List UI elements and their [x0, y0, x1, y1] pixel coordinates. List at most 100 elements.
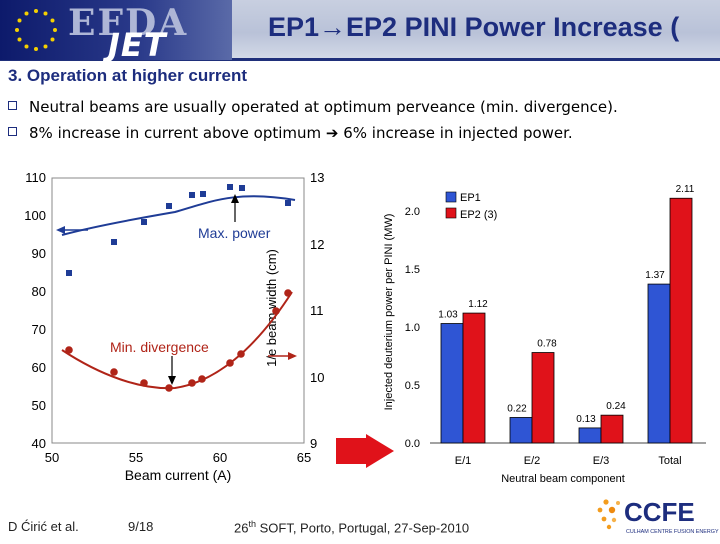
bar-category: E/1 — [455, 455, 472, 467]
bar-y-tick: 1.0 — [405, 322, 420, 334]
logo-efda-text: EFDA — [68, 2, 189, 44]
y-left-tick: 80 — [32, 284, 46, 299]
bar-ep1-3 — [647, 283, 671, 444]
big-red-arrow-icon — [336, 434, 394, 468]
ccfe-name: CCFE — [624, 497, 695, 527]
legend-swatch-ep1 — [445, 191, 457, 203]
bar-y-tick: 2.0 — [405, 206, 420, 218]
footer-author: D Ćirić et al. — [8, 519, 79, 534]
eu-stars-icon — [15, 9, 57, 51]
bar-value-label: 1.12 — [468, 299, 488, 310]
divergence-point — [237, 350, 245, 358]
logo-jet-text: JET — [108, 26, 167, 64]
y-right-tick: 11 — [310, 303, 324, 318]
y-right-tick: 13 — [310, 170, 324, 185]
slide-title: EP1→EP2 PINI Power Increase ( — [268, 12, 680, 42]
y-left-tick: 60 — [32, 360, 46, 375]
divergence-point — [284, 289, 292, 297]
bullet-1: Neutral beams are usually operated at op… — [8, 98, 618, 116]
ccfe-burst-icon — [597, 499, 620, 530]
bar-ep2-3-1 — [531, 352, 555, 444]
y-left-tick: 50 — [32, 398, 46, 413]
power-point — [227, 184, 233, 190]
y-left-tick: 100 — [24, 208, 46, 223]
divergence-point — [65, 346, 73, 354]
footer-page-number: 9/18 — [128, 519, 154, 534]
footer-event-text: SOFT, Porto, Portugal, 27-Sep-2010 — [255, 520, 470, 536]
y-left-tick: 40 — [32, 436, 46, 451]
y-right-tick: 9 — [310, 436, 317, 451]
bar-ep1-1 — [509, 417, 533, 444]
bar-ep2-3-0 — [462, 312, 486, 444]
power-point — [141, 219, 147, 225]
power-point — [189, 192, 195, 198]
y-left-tick: 90 — [32, 246, 46, 261]
max-power-label: Max. power — [198, 225, 271, 241]
bar-y-axis-label: Injected deuterium power per PINI (MW) — [383, 214, 395, 411]
divergence-point — [272, 307, 280, 315]
legend-swatch-ep2 — [445, 207, 457, 219]
y-right-tick: 12 — [310, 237, 324, 252]
divergence-point — [198, 375, 206, 383]
legend-label-ep2: EP2 (3) — [460, 209, 497, 221]
divergence-point — [165, 384, 173, 392]
power-fit-curve — [61, 195, 296, 236]
min-divergence-label: Min. divergence — [110, 339, 209, 355]
x-tick: 55 — [129, 450, 143, 465]
ccfe-logo: CCFE CULHAM CENTRE FUSION ENERGY — [596, 494, 720, 544]
divergence-point — [110, 368, 118, 376]
bullet-2: 8% increase in current above optimum ➔ 6… — [8, 124, 573, 142]
ccfe-logo-graphic: CCFE CULHAM CENTRE FUSION ENERGY — [597, 497, 719, 535]
beam-scan-chart: 40 50 60 70 80 90 100 110 9 10 11 12 13 … — [24, 170, 324, 483]
bar-value-label: 0.78 — [537, 339, 557, 350]
bar-category: E/3 — [593, 455, 610, 467]
y-left-tick: 110 — [25, 170, 46, 185]
bullet-1-text: Neutral beams are usually operated at op… — [29, 98, 618, 116]
arrow-head-icon — [56, 226, 65, 234]
bar-category: Total — [658, 455, 681, 467]
bullet-box-icon — [8, 127, 17, 136]
arrow-head-icon — [168, 376, 176, 385]
bar-ep2-3-3 — [669, 197, 693, 444]
bar-value-label: 0.13 — [576, 414, 596, 425]
bar-category: E/2 — [524, 455, 541, 467]
y-right-axis-label: 1/e beam width (cm) — [264, 249, 279, 367]
arrow-head-icon — [288, 352, 297, 360]
divergence-fit-curve — [61, 291, 293, 390]
bullet-box-icon — [8, 101, 17, 110]
divergence-point — [140, 379, 148, 387]
power-point — [111, 239, 117, 245]
bar-y-tick: 1.5 — [405, 264, 420, 276]
power-bar-chart: Injected deuterium power per PINI (MW) 0… — [383, 184, 706, 485]
bullet-2-text: 8% increase in current above optimum ➔ 6… — [29, 124, 573, 142]
bar-y-tick: 0.0 — [405, 438, 420, 450]
section-title: 3. Operation at higher current — [8, 66, 247, 85]
bar-y-tick: 0.5 — [405, 380, 420, 392]
x-tick: 50 — [45, 450, 59, 465]
divergence-point — [188, 379, 196, 387]
bar-value-label: 1.03 — [438, 310, 458, 321]
x-tick: 60 — [213, 450, 227, 465]
header-divider — [0, 58, 720, 61]
footer-event-number: 26 — [234, 520, 249, 536]
bar-ep1-2 — [578, 427, 602, 444]
power-point — [239, 185, 245, 191]
bar-ep1-0 — [440, 323, 464, 444]
bar-x-axis-label: Neutral beam component — [501, 473, 625, 485]
bar-value-label: 0.24 — [606, 401, 626, 412]
divergence-point — [226, 359, 234, 367]
x-axis-label: Beam current (A) — [125, 467, 232, 483]
efda-jet-logo: EFDA JET — [0, 0, 232, 64]
ccfe-subtitle: CULHAM CENTRE FUSION ENERGY — [626, 529, 719, 535]
power-point — [200, 191, 206, 197]
legend-label-ep1: EP1 — [460, 192, 481, 204]
y-right-tick: 10 — [310, 370, 324, 385]
bar-value-label: 0.22 — [507, 403, 527, 414]
arrow-head-icon — [231, 194, 239, 203]
bar-value-label: 1.37 — [645, 270, 665, 281]
x-tick: 65 — [297, 450, 311, 465]
y-left-tick: 70 — [32, 322, 46, 337]
bar-ep2-3-2 — [600, 414, 624, 444]
footer-event: 26th SOFT, Porto, Portugal, 27-Sep-2010 — [234, 519, 469, 535]
bar-value-label: 2.11 — [676, 184, 695, 195]
